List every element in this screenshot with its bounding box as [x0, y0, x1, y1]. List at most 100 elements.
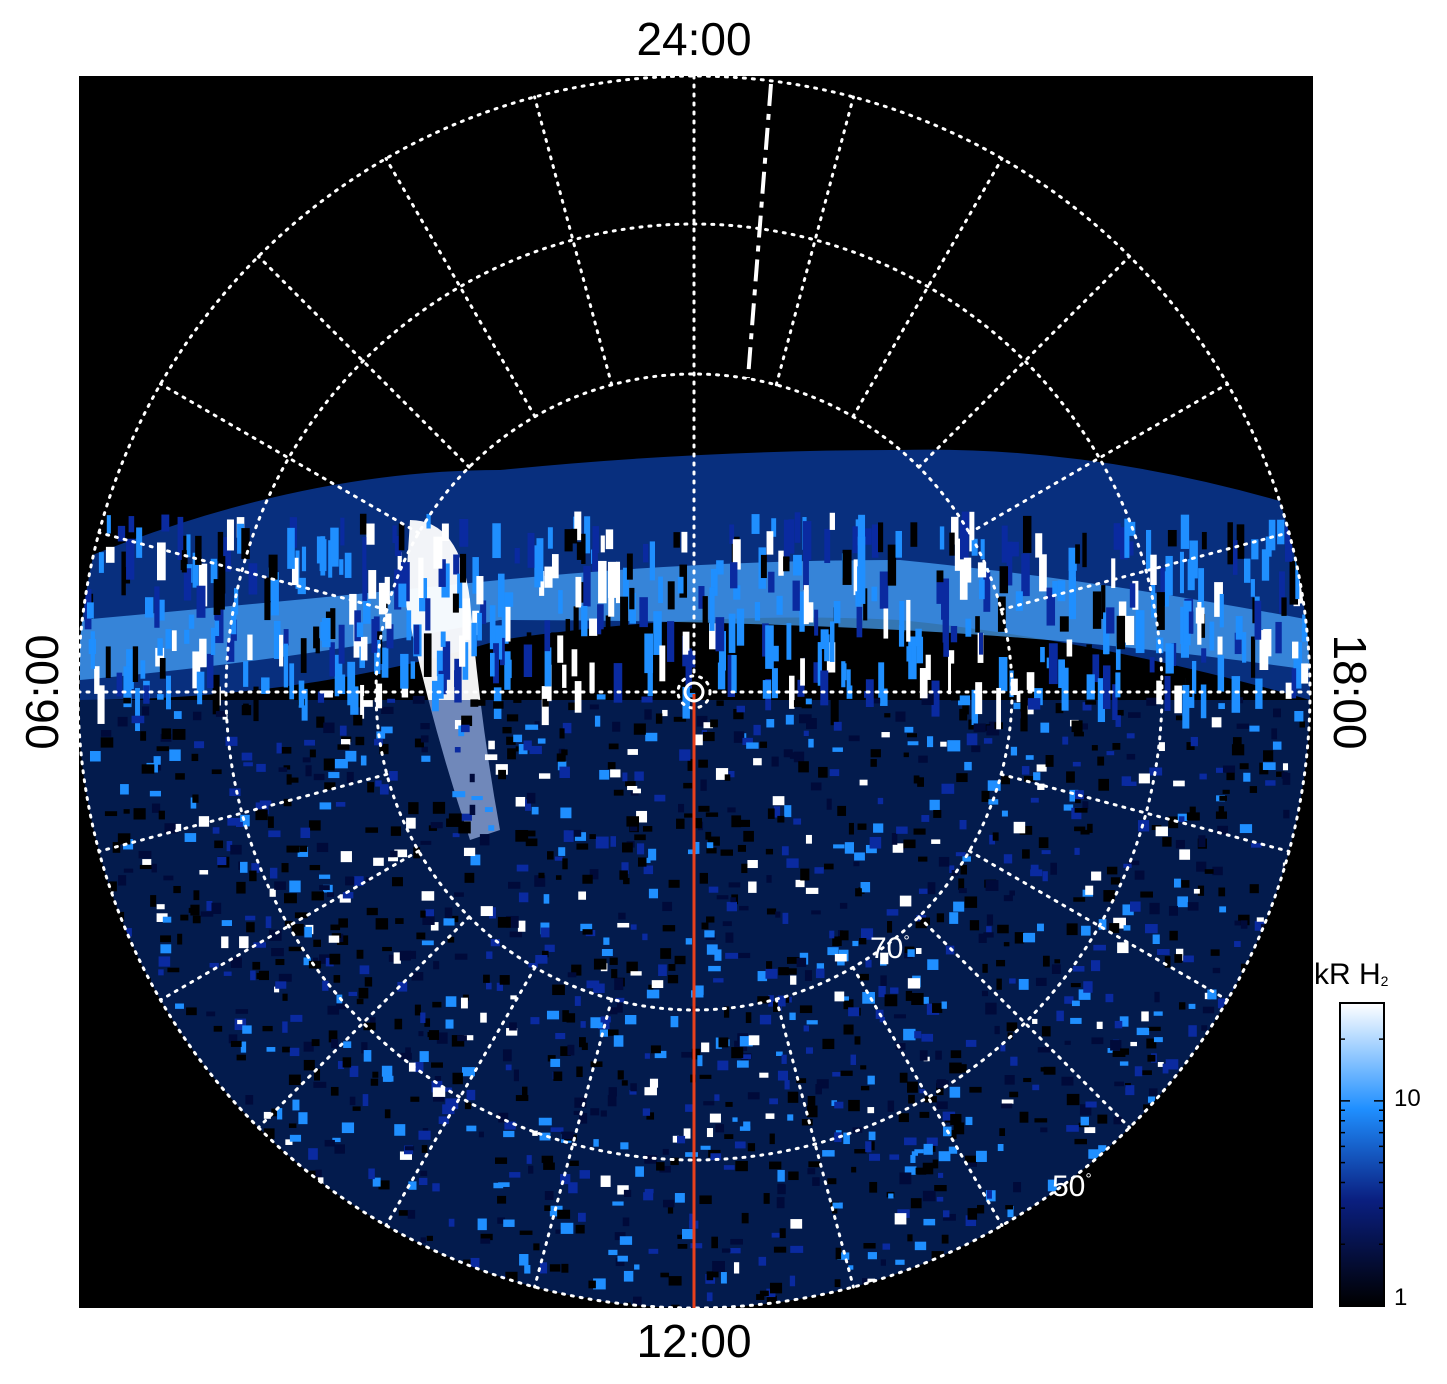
- emission-cell: [574, 996, 581, 1006]
- emission-cell: [151, 803, 161, 813]
- emission-cell: [302, 757, 311, 763]
- emission-cell: [951, 516, 959, 545]
- emission-cell: [1217, 636, 1223, 655]
- emission-cell: [1281, 772, 1288, 779]
- emission-cell: [542, 698, 549, 707]
- emission-cell: [327, 1005, 340, 1015]
- emission-cell: [949, 865, 955, 874]
- emission-cell: [159, 658, 166, 679]
- emission-cell: [733, 731, 745, 743]
- emission-cell: [291, 923, 304, 936]
- emission-cell: [699, 1074, 712, 1079]
- emission-cell: [594, 715, 601, 727]
- emission-cell: [1115, 672, 1121, 698]
- emission-cell: [177, 933, 183, 945]
- emission-cell: [954, 538, 961, 571]
- emission-cell: [784, 805, 792, 818]
- emission-cell: [158, 956, 171, 967]
- emission-cell: [1193, 888, 1200, 894]
- emission-cell: [728, 613, 736, 653]
- emission-cell: [1158, 742, 1165, 752]
- emission-cell: [644, 633, 654, 674]
- emission-cell: [1063, 804, 1074, 811]
- emission-cell: [775, 911, 781, 918]
- emission-cell: [556, 753, 566, 762]
- emission-cell: [936, 1080, 949, 1088]
- emission-cell: [685, 648, 692, 689]
- emission-cell: [833, 721, 842, 731]
- emission-cell: [697, 1055, 703, 1067]
- emission-cell: [285, 1139, 293, 1145]
- emission-cell: [903, 1028, 916, 1041]
- emission-cell: [348, 991, 358, 997]
- emission-cell: [418, 1130, 431, 1140]
- emission-cell: [789, 675, 795, 709]
- emission-cell: [362, 600, 371, 624]
- emission-cell: [470, 1257, 480, 1270]
- emission-cell: [509, 931, 522, 938]
- emission-cell: [315, 638, 320, 654]
- emission-cell: [1091, 871, 1102, 881]
- emission-cell: [1073, 731, 1084, 737]
- emission-cell: [406, 817, 416, 829]
- emission-cell: [489, 605, 496, 650]
- emission-cell: [477, 612, 482, 641]
- emission-cell: [843, 999, 854, 1010]
- emission-cell: [1198, 835, 1206, 848]
- emission-cell: [155, 599, 165, 621]
- emission-cell: [660, 948, 672, 959]
- emission-cell: [493, 701, 504, 709]
- emission-cell: [759, 1072, 769, 1078]
- emission-cell: [830, 689, 839, 726]
- emission-cell: [547, 527, 553, 549]
- emission-cell: [136, 527, 143, 558]
- emission-cell: [514, 547, 520, 564]
- emission-cell: [985, 880, 999, 891]
- emission-cell: [124, 928, 132, 937]
- emission-cell: [795, 879, 805, 888]
- emission-cell: [291, 557, 299, 586]
- emission-cell: [342, 892, 354, 899]
- emission-cell: [369, 1017, 376, 1028]
- emission-cell: [914, 1241, 927, 1251]
- emission-cell: [493, 643, 499, 684]
- emission-cell: [725, 952, 739, 959]
- emission-cell: [1218, 887, 1226, 897]
- emission-cell: [1168, 905, 1178, 916]
- emission-cell: [1088, 1149, 1102, 1159]
- emission-cell: [923, 1143, 933, 1155]
- emission-cell: [505, 1271, 518, 1282]
- emission-cell: [706, 916, 715, 923]
- emission-cell: [1098, 778, 1110, 791]
- emission-cell: [743, 830, 754, 842]
- emission-cell: [706, 847, 717, 854]
- emission-cell: [668, 1276, 682, 1286]
- emission-cell: [1215, 767, 1224, 773]
- emission-cell: [462, 994, 469, 1001]
- emission-cell: [796, 1078, 807, 1084]
- emission-cell: [589, 662, 595, 693]
- emission-cell: [452, 593, 459, 613]
- emission-cell: [255, 809, 268, 821]
- emission-cell: [848, 1265, 854, 1270]
- emission-cell: [736, 705, 746, 713]
- emission-cell: [1148, 1088, 1158, 1096]
- emission-cell: [515, 829, 529, 842]
- emission-cell: [870, 759, 877, 767]
- emission-cell: [373, 857, 384, 866]
- emission-cell: [440, 631, 446, 647]
- emission-cell: [660, 1272, 670, 1278]
- emission-cell: [706, 944, 718, 955]
- emission-cell: [693, 841, 700, 854]
- emission-cell: [996, 959, 1006, 967]
- emission-cell: [981, 790, 990, 802]
- emission-cell: [1052, 580, 1058, 597]
- emission-cell: [454, 953, 468, 960]
- emission-cell: [1054, 959, 1061, 964]
- emission-cell: [660, 665, 665, 697]
- emission-cell: [622, 1217, 630, 1227]
- emission-cell: [776, 1051, 783, 1056]
- emission-cell: [370, 1078, 379, 1086]
- emission-cell: [779, 1228, 786, 1239]
- emission-cell: [1222, 789, 1230, 794]
